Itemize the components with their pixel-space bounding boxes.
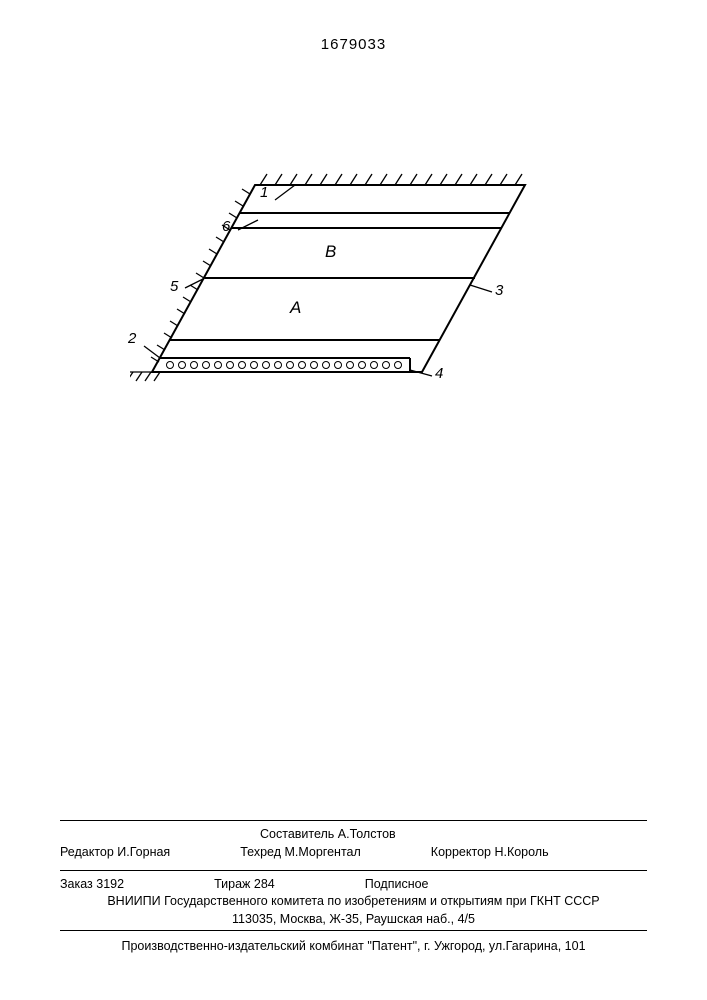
callout-2: 2 [128,330,136,347]
divider-2 [60,870,647,871]
compiler-credit: Составитель А.Толстов [260,827,396,841]
publisher-line: Производственно-издательский комбинат "П… [60,938,647,956]
page-number: 1679033 [0,36,707,53]
divider-1 [60,820,647,821]
technical-diagram: 1 6 5 2 3 4 В A [130,160,560,420]
callout-3: 3 [495,282,503,299]
region-b: В [325,242,336,262]
editor-credit: Редактор И.Горная [60,844,170,862]
institution-name: ВНИИПИ Государственного комитета по изоб… [107,894,599,908]
callout-6: 6 [222,218,230,235]
podpisnoe: Подписное [365,876,429,894]
corrector-credit: Корректор Н.Король [431,844,549,862]
order-row: Заказ 3192 Тираж 284 Подписное [60,876,647,894]
order-number: Заказ 3192 [60,876,124,894]
publisher-text: Производственно-издательский комбинат "П… [121,939,585,953]
divider-3 [60,930,647,931]
callout-5: 5 [170,278,178,295]
institution-address: 113035, Москва, Ж-35, Раушская наб., 4/5 [232,912,475,926]
callout-1: 1 [260,184,268,201]
credits-block: Составитель А.Толстов Редактор И.Горная … [60,826,647,861]
tirazh: Тираж 284 [214,876,275,894]
tech-credit: Техред М.Моргентал [240,844,361,862]
callout-4: 4 [435,365,443,382]
institution-block: ВНИИПИ Государственного комитета по изоб… [60,893,647,928]
region-a: A [290,298,301,318]
